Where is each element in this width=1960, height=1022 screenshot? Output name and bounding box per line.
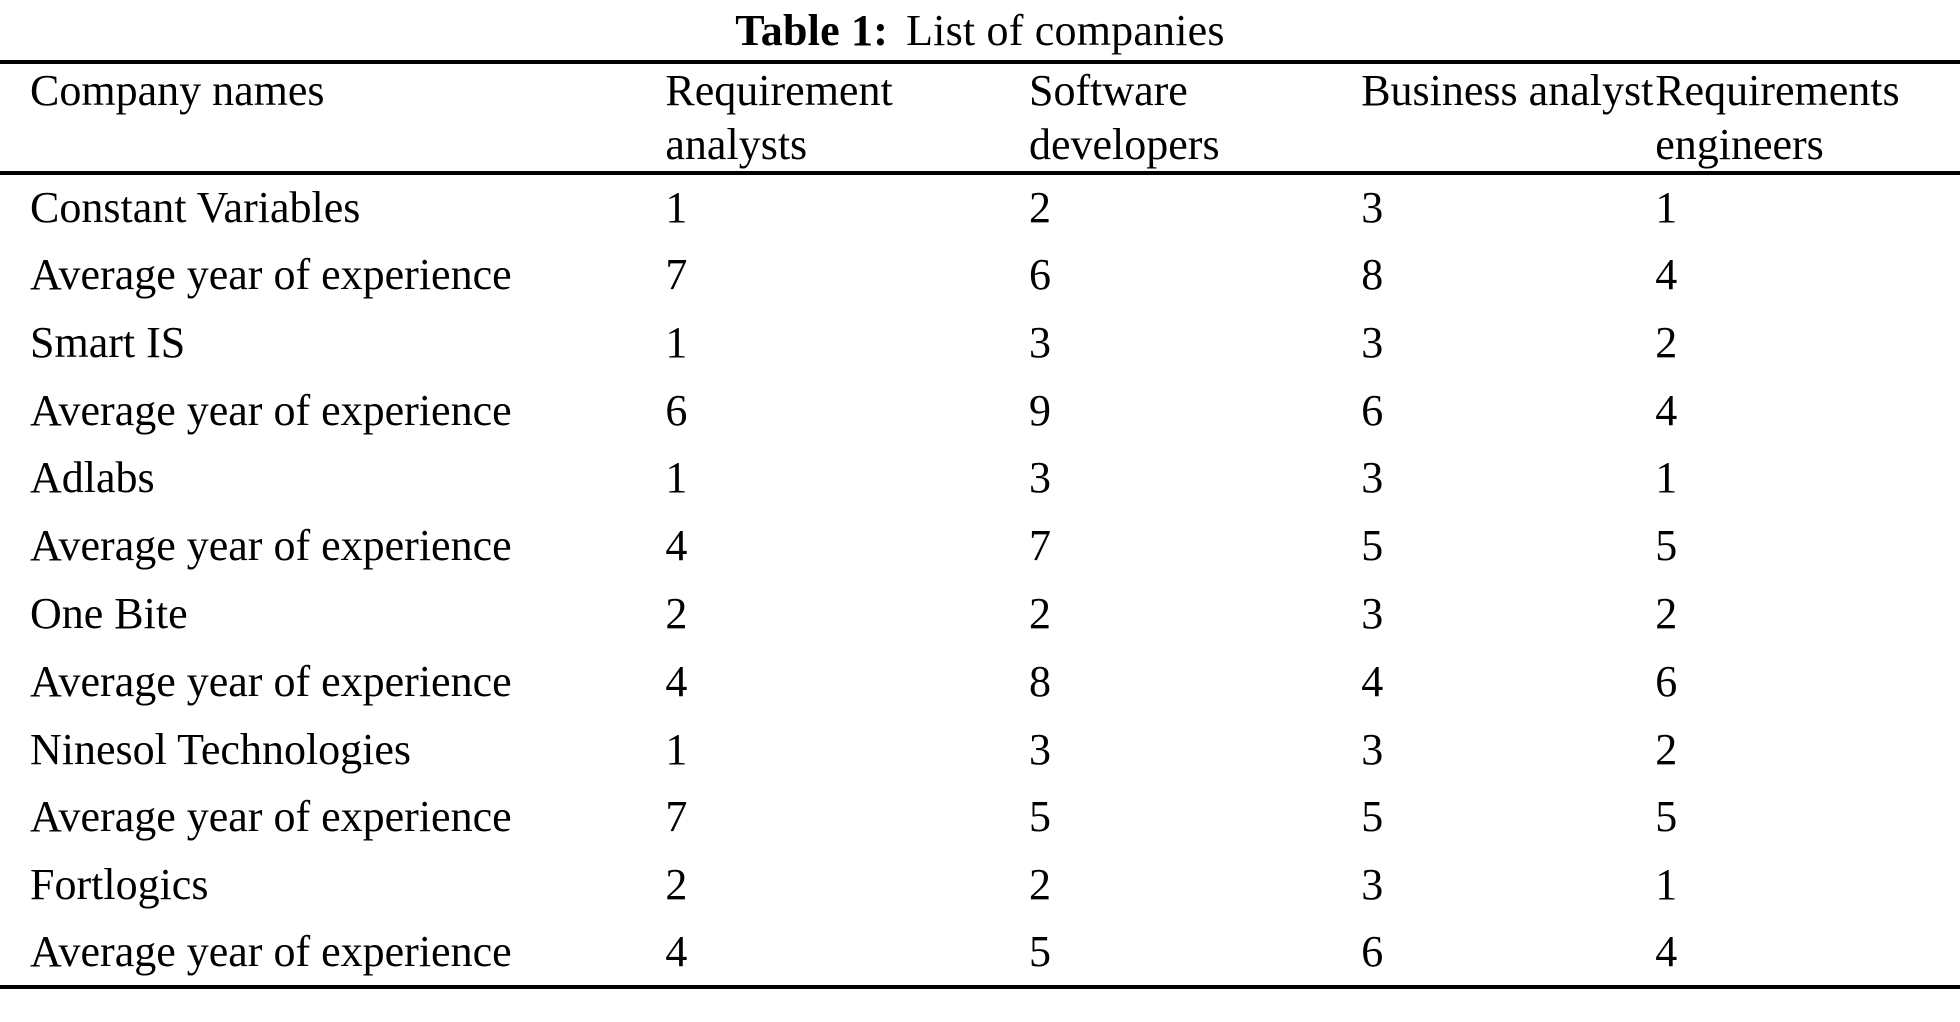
cell-value: 1 xyxy=(665,453,688,503)
row-label: Ninesol Technologies xyxy=(30,724,412,774)
cell-value: 3 xyxy=(1028,453,1051,503)
cell-value: 1 xyxy=(665,317,688,367)
cell-value: 1 xyxy=(665,724,688,774)
cell-value: 4 xyxy=(665,521,688,571)
cell-value: 2 xyxy=(1655,589,1678,639)
row-label: Adlabs xyxy=(30,453,155,503)
table-row: Constant Variables 1 2 3 1 xyxy=(0,173,1960,241)
caption-text: List of companies xyxy=(906,5,1225,55)
cell-value: 7 xyxy=(665,250,688,300)
cell-value: 8 xyxy=(1361,250,1384,300)
row-label: Average year of experience xyxy=(30,792,512,842)
cell-value: 4 xyxy=(1655,250,1678,300)
cell-value: 7 xyxy=(1028,521,1051,571)
row-label: Constant Variables xyxy=(30,183,361,233)
cell-value: 4 xyxy=(665,656,688,706)
cell-value: 2 xyxy=(1028,589,1051,639)
header-row: Company names Requirement analysts Softw… xyxy=(0,62,1960,176)
table-row: Adlabs 1 3 3 1 xyxy=(0,445,1960,513)
column-header-requirement-analysts: Requirement analysts xyxy=(665,62,1029,176)
table-row: One Bite 2 2 3 2 xyxy=(0,580,1960,648)
document-page: Table 1: List of companies Company names… xyxy=(0,0,1960,989)
table-row: Smart IS 1 3 3 2 xyxy=(0,309,1960,377)
cell-value: 1 xyxy=(1655,860,1678,910)
table-row: Ninesol Technologies 1 3 3 2 xyxy=(0,716,1960,784)
table-row: Average year of experience 4 7 5 5 xyxy=(0,512,1960,580)
cell-value: 3 xyxy=(1028,724,1051,774)
cell-value: 2 xyxy=(1655,724,1678,774)
companies-table: Company names Requirement analysts Softw… xyxy=(0,60,1960,989)
cell-value: 5 xyxy=(1361,521,1384,571)
cell-value: 3 xyxy=(1361,183,1384,233)
cell-value: 3 xyxy=(1361,589,1384,639)
cell-value: 4 xyxy=(1655,385,1678,435)
cell-value: 6 xyxy=(1655,656,1678,706)
cell-value: 4 xyxy=(1361,656,1384,706)
cell-value: 2 xyxy=(1028,183,1051,233)
table-row: Average year of experience 4 5 6 4 xyxy=(0,919,1960,987)
cell-value: 1 xyxy=(1655,453,1678,503)
cell-value: 6 xyxy=(1028,250,1051,300)
cell-value: 3 xyxy=(1361,453,1384,503)
cell-value: 2 xyxy=(1655,317,1678,367)
column-header-software-developers: Software developers xyxy=(1028,62,1362,176)
cell-value: 4 xyxy=(665,927,688,976)
table-row: Average year of experience 6 9 6 4 xyxy=(0,377,1960,445)
cell-value: 3 xyxy=(1361,724,1384,774)
row-label: One Bite xyxy=(30,589,188,639)
table-caption: Table 1: List of companies xyxy=(0,0,1960,60)
cell-value: 5 xyxy=(1028,927,1051,976)
cell-value: 2 xyxy=(665,860,688,910)
row-label: Average year of experience xyxy=(30,521,512,571)
cell-value: 8 xyxy=(1028,656,1051,706)
column-header-requirements-engineers: Requirements engineers xyxy=(1655,62,1960,176)
row-label: Fortlogics xyxy=(30,860,209,910)
cell-value: 3 xyxy=(1361,860,1384,910)
cell-value: 2 xyxy=(665,589,688,639)
row-label: Average year of experience xyxy=(30,385,512,435)
row-label: Average year of experience xyxy=(30,656,512,706)
table-row: Average year of experience 7 6 8 4 xyxy=(0,241,1960,309)
row-label: Average year of experience xyxy=(30,927,512,976)
table-row: Fortlogics 2 2 3 1 xyxy=(0,851,1960,919)
cell-value: 6 xyxy=(665,385,688,435)
cell-value: 3 xyxy=(1028,317,1051,367)
cell-value: 5 xyxy=(1028,792,1051,842)
row-label: Smart IS xyxy=(30,317,186,367)
cell-value: 9 xyxy=(1028,385,1051,435)
cell-value: 3 xyxy=(1361,317,1384,367)
caption-label: Table 1: xyxy=(735,5,889,55)
table-row: Average year of experience 7 5 5 5 xyxy=(0,784,1960,852)
cell-value: 5 xyxy=(1361,792,1384,842)
cell-value: 5 xyxy=(1655,521,1678,571)
cell-value: 1 xyxy=(1655,183,1678,233)
column-header-business-analyst: Business analyst xyxy=(1361,62,1656,176)
cell-value: 2 xyxy=(1028,860,1051,910)
table-row: Average year of experience 4 8 4 6 xyxy=(0,648,1960,716)
cell-value: 6 xyxy=(1361,385,1384,435)
column-header-company-names: Company names xyxy=(0,62,666,176)
cell-value: 5 xyxy=(1655,792,1678,842)
cell-value: 1 xyxy=(665,183,688,233)
row-label: Average year of experience xyxy=(30,250,512,300)
cell-value: 7 xyxy=(665,792,688,842)
cell-value: 4 xyxy=(1655,927,1678,976)
cell-value: 6 xyxy=(1361,927,1384,976)
